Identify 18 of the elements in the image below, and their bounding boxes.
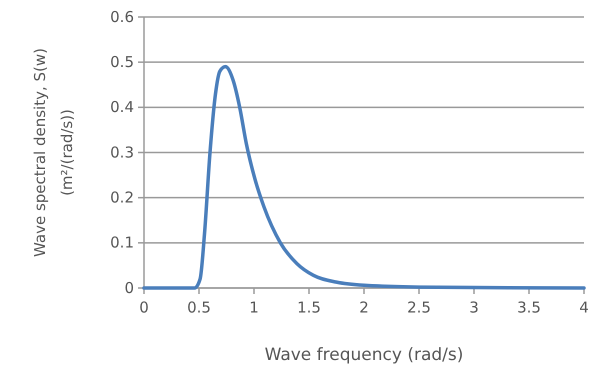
- x-tick-label: 2.5: [407, 298, 431, 317]
- x-tick-label: 0: [139, 298, 149, 317]
- x-tick-label: 3: [469, 298, 479, 317]
- y-tick-label: 0.6: [110, 8, 134, 26]
- x-axis-title: Wave frequency (rad/s): [264, 345, 464, 365]
- x-tick-label: 0.5: [187, 298, 211, 317]
- y-tick-label: 0.2: [110, 188, 134, 206]
- x-tick-label: 3.5: [517, 298, 541, 317]
- y-tick-label: 0.1: [110, 234, 134, 252]
- x-tick-label: 1: [249, 298, 259, 317]
- y-tick-label: 0.5: [110, 52, 134, 71]
- y-tick-label: 0.3: [110, 143, 134, 162]
- y-axis-title: Wave spectral density, S(w) (m²/(rad/s)): [31, 48, 76, 257]
- x-tick-label: 4: [579, 298, 589, 317]
- x-tick-label: 2: [359, 298, 369, 317]
- y-tick-label: 0: [124, 278, 134, 297]
- x-tick-label: 1.5: [297, 298, 321, 317]
- y-tick-label: 0.4: [110, 98, 134, 116]
